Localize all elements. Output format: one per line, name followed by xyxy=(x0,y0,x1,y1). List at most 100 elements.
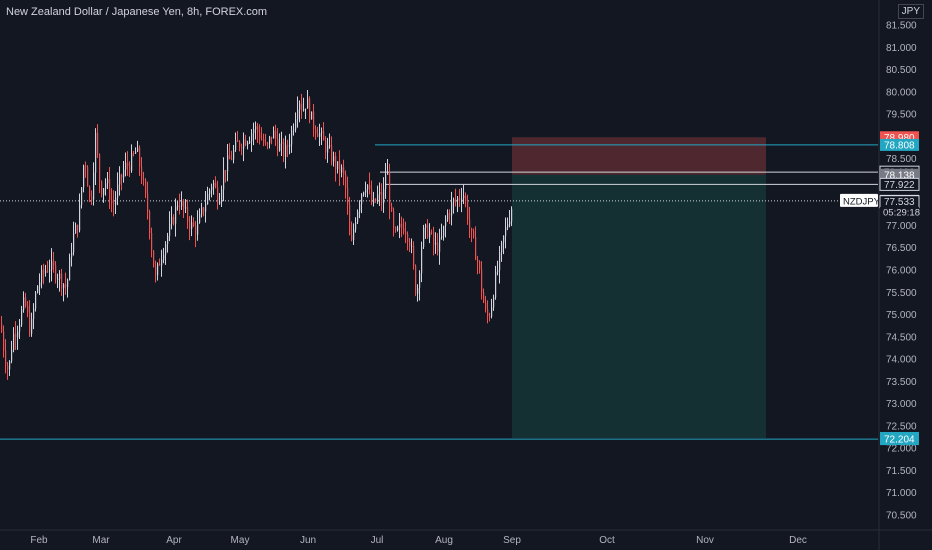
candle-body xyxy=(157,263,159,276)
price-label: 78.808 xyxy=(884,140,915,151)
candle-body xyxy=(441,236,443,238)
candle-body xyxy=(273,130,275,139)
y-tick-label: 75.000 xyxy=(886,310,917,321)
candle-body xyxy=(335,156,337,170)
y-tick-label: 71.500 xyxy=(886,466,917,477)
candle-body xyxy=(103,188,105,195)
candle-body xyxy=(307,98,309,109)
candle-body xyxy=(251,133,253,141)
y-tick-label: 76.000 xyxy=(886,266,917,277)
candle-body xyxy=(323,131,325,141)
candle-body xyxy=(431,231,433,233)
candle-body xyxy=(297,109,299,120)
candle-body xyxy=(499,252,501,271)
candle-body xyxy=(141,167,143,180)
candle-body xyxy=(327,145,329,153)
x-tick-label: Mar xyxy=(92,535,110,546)
candle-body xyxy=(487,309,489,317)
candle-body xyxy=(51,260,53,270)
candle-body xyxy=(471,228,473,231)
candle-body xyxy=(331,145,333,162)
y-tick-label: 75.500 xyxy=(886,288,917,299)
candle-body xyxy=(35,292,37,309)
candle-body xyxy=(379,191,381,195)
candle-body xyxy=(405,232,407,235)
candle-body xyxy=(101,181,103,195)
candle-body xyxy=(271,136,273,139)
candle-body xyxy=(125,162,127,170)
candle-body xyxy=(143,179,145,181)
candle-body xyxy=(205,204,207,212)
candle-body xyxy=(451,202,453,216)
candle-body xyxy=(17,331,19,338)
candle-body xyxy=(401,223,403,229)
candle-body xyxy=(373,199,375,204)
candle-body xyxy=(87,167,89,187)
candle-body xyxy=(133,153,135,155)
candle-body xyxy=(227,155,229,172)
candle-body xyxy=(313,111,315,129)
candle-body xyxy=(275,130,277,139)
price-label-bg xyxy=(879,177,920,191)
candle-body xyxy=(341,167,343,173)
candle-body xyxy=(255,126,257,130)
candle-body xyxy=(253,129,255,134)
candle-body xyxy=(19,324,21,332)
candle-body xyxy=(437,242,439,252)
candle-body xyxy=(391,206,393,212)
candle-body xyxy=(237,140,239,142)
candle-body xyxy=(289,144,291,147)
candle-body xyxy=(283,142,285,157)
candle-body xyxy=(107,179,109,184)
candle-body xyxy=(213,182,215,187)
candle-body xyxy=(349,204,351,235)
candle-body xyxy=(139,147,141,168)
candle-body xyxy=(165,244,167,256)
candle-body xyxy=(177,205,179,207)
candle-body xyxy=(95,132,97,173)
candle-body xyxy=(299,103,301,110)
candle-body xyxy=(495,271,497,298)
candle-body xyxy=(3,331,5,351)
candle-body xyxy=(173,217,175,224)
candle-body xyxy=(211,186,213,191)
candle-body xyxy=(417,287,419,294)
candle-body xyxy=(129,166,131,171)
candle-body xyxy=(457,198,459,201)
candle-body xyxy=(377,194,379,202)
candle-body xyxy=(241,147,243,149)
candle-body xyxy=(159,263,161,266)
candle-body xyxy=(347,187,349,205)
countdown-bg xyxy=(880,206,919,218)
candle-body xyxy=(281,142,283,144)
y-tick-label: 76.500 xyxy=(886,243,917,254)
y-tick-label: 81.500 xyxy=(886,21,917,32)
candle-body xyxy=(381,191,383,204)
candle-body xyxy=(63,284,65,289)
candle-body xyxy=(477,259,479,262)
candle-body xyxy=(489,316,491,318)
price-label: 78.980 xyxy=(884,133,915,144)
currency-button[interactable]: JPY xyxy=(897,4,924,19)
y-tick-label: 74.500 xyxy=(886,332,917,343)
candle-body xyxy=(179,205,181,207)
candle-body xyxy=(311,111,313,120)
candle-body xyxy=(199,214,201,223)
chart-title: New Zealand Dollar / Japanese Yen, 8h, F… xyxy=(6,6,268,18)
candle-body xyxy=(187,207,189,222)
candle-body xyxy=(31,318,33,334)
candle-body xyxy=(155,266,157,276)
candle-body xyxy=(61,273,63,289)
candle-body xyxy=(231,159,233,161)
candle-body xyxy=(67,280,69,288)
candle-body xyxy=(37,286,39,293)
candle-body xyxy=(53,260,55,266)
candle-body xyxy=(291,130,293,145)
price-label: 77.533 xyxy=(884,197,915,208)
candle-body xyxy=(443,225,445,237)
candle-body xyxy=(279,143,281,151)
candle-body xyxy=(65,284,67,288)
candle-body xyxy=(295,119,297,130)
candle-body xyxy=(117,184,119,198)
